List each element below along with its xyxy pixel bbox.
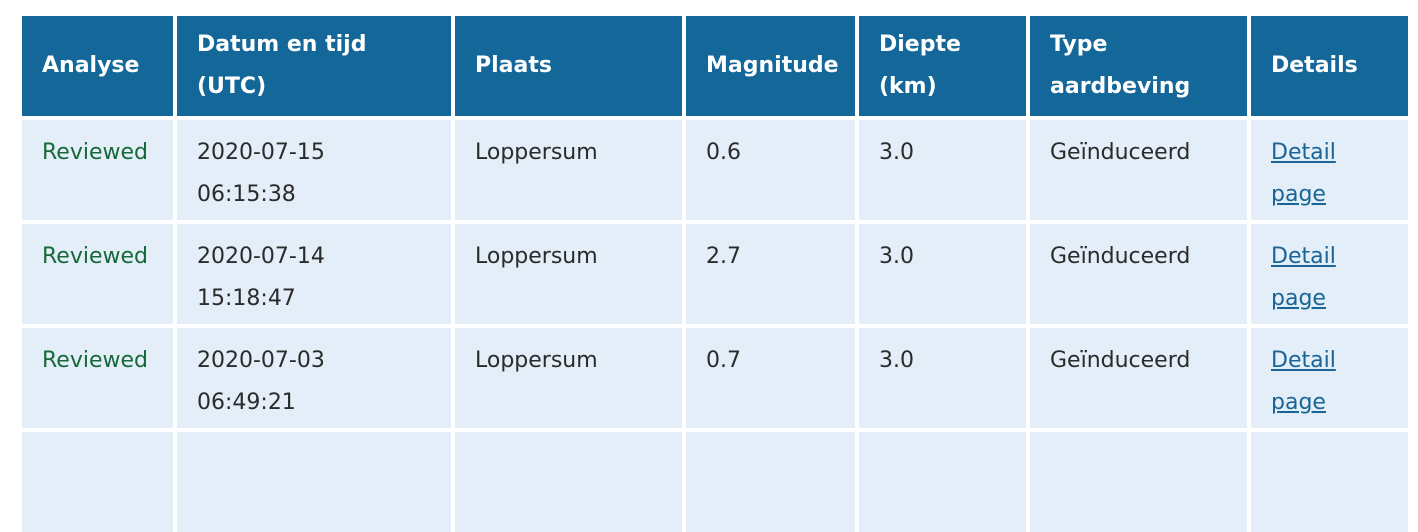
cell-magnitude: 2.7 [686, 224, 855, 324]
header-analyse: Analyse [22, 16, 173, 116]
cell-analyse: Reviewed [22, 120, 173, 220]
earthquake-table: Analyse Datum en tijd (UTC) Plaats Magni… [22, 16, 1408, 532]
cell-diepte: 3.0 [859, 224, 1026, 324]
cell-date: 2020-07-14 [197, 244, 325, 269]
cell-datetime: 2020-07-14 15:18:47 [177, 224, 451, 324]
header-diepte: Diepte (km) [859, 16, 1026, 116]
header-type: Type aardbeving [1030, 16, 1247, 116]
cell-plaats: Loppersum [455, 328, 682, 428]
cell-time: 15:18:47 [197, 286, 296, 311]
cell-type: Geïnduceerd [1030, 224, 1247, 324]
cell-datetime: 2020-07-15 06:15:38 [177, 120, 451, 220]
header-details: Details [1251, 16, 1408, 116]
cell-type: Geïnduceerd [1030, 120, 1247, 220]
detail-page-link[interactable]: Detail page [1271, 244, 1336, 311]
cell-details: Detail page [1251, 120, 1408, 220]
cell-date: 2020-07-15 [197, 140, 325, 165]
cell-partial-row [686, 432, 855, 532]
header-magnitude: Magnitude [686, 16, 855, 116]
cell-plaats: Loppersum [455, 224, 682, 324]
cell-time: 06:15:38 [197, 182, 296, 207]
cell-diepte: 3.0 [859, 120, 1026, 220]
header-datum: Datum en tijd (UTC) [177, 16, 451, 116]
cell-diepte: 3.0 [859, 328, 1026, 428]
cell-partial-row [1251, 432, 1408, 532]
cell-analyse: Reviewed [22, 328, 173, 428]
cell-partial-row [22, 432, 173, 532]
cell-partial-row [177, 432, 451, 532]
cell-partial-row [455, 432, 682, 532]
cell-partial-row [1030, 432, 1247, 532]
cell-partial-row [859, 432, 1026, 532]
cell-date: 2020-07-03 [197, 348, 325, 373]
cell-plaats: Loppersum [455, 120, 682, 220]
cell-time: 06:49:21 [197, 390, 296, 415]
header-plaats: Plaats [455, 16, 682, 116]
cell-type: Geïnduceerd [1030, 328, 1247, 428]
detail-page-link[interactable]: Detail page [1271, 348, 1336, 415]
cell-magnitude: 0.7 [686, 328, 855, 428]
detail-page-link[interactable]: Detail page [1271, 140, 1336, 207]
cell-analyse: Reviewed [22, 224, 173, 324]
cell-details: Detail page [1251, 328, 1408, 428]
cell-datetime: 2020-07-03 06:49:21 [177, 328, 451, 428]
cell-magnitude: 0.6 [686, 120, 855, 220]
cell-details: Detail page [1251, 224, 1408, 324]
